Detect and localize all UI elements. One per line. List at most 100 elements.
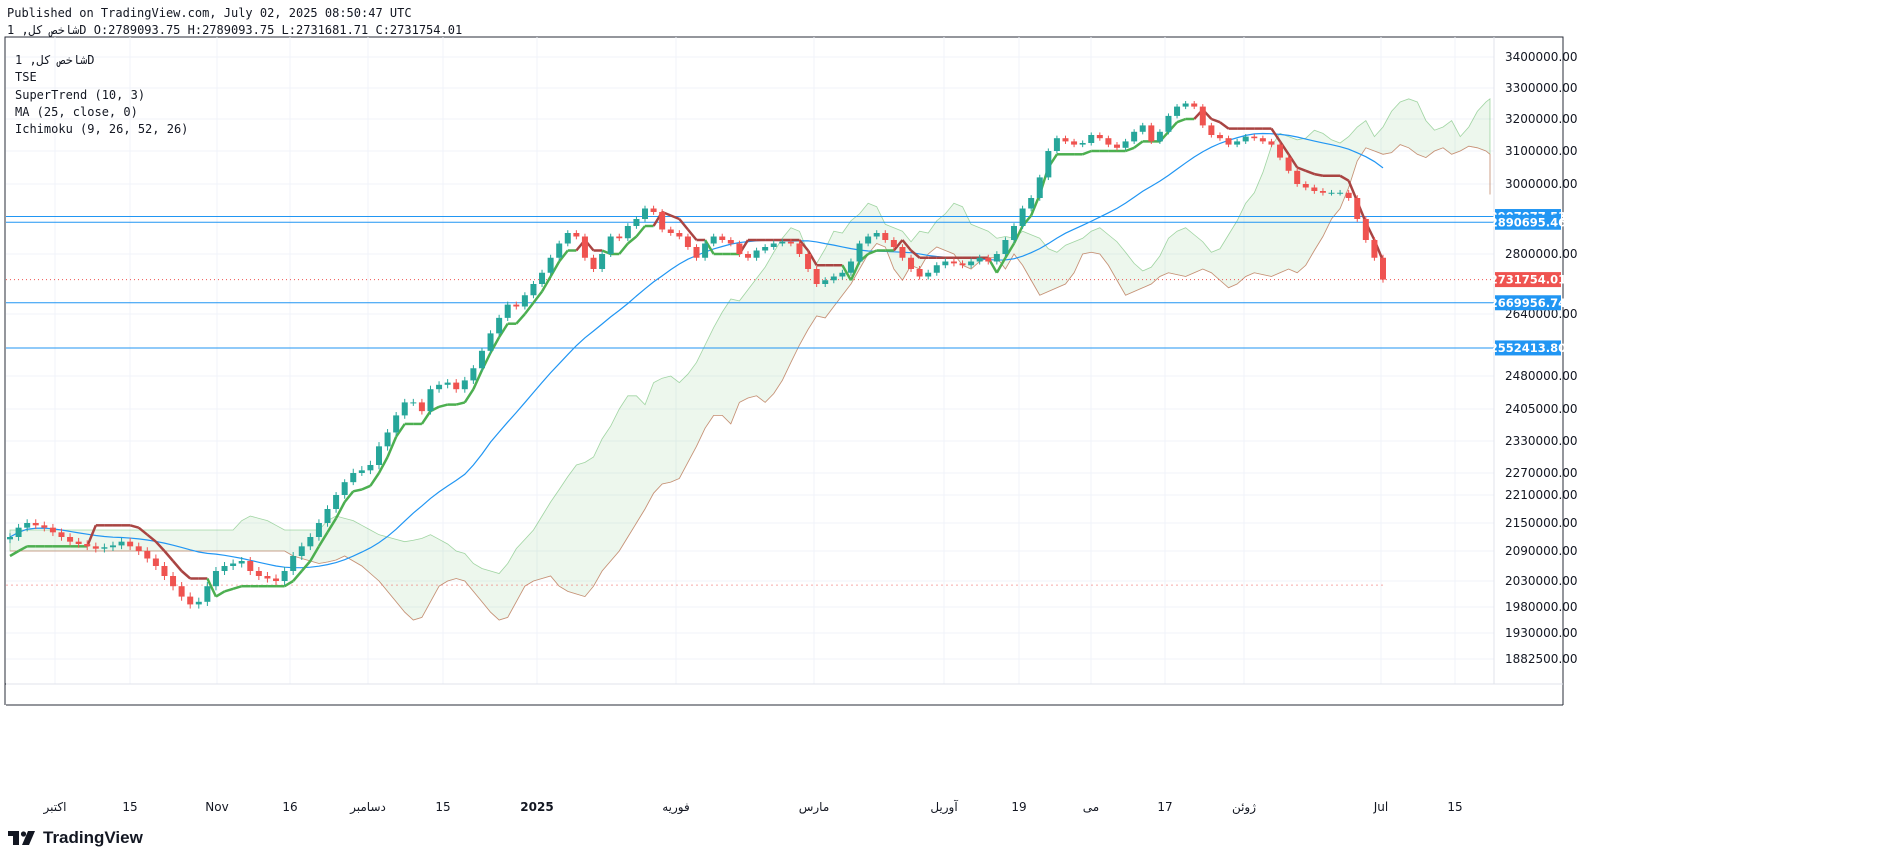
candle-body (925, 272, 932, 277)
candle-body (581, 236, 588, 258)
supertrend-segment (523, 301, 535, 315)
candle-body (1225, 138, 1232, 145)
supertrend-segment (1125, 146, 1135, 153)
x-tick-label: آوریل (930, 799, 958, 815)
candle-body (599, 254, 606, 269)
price-tag-label: 2552413.80 (1490, 341, 1566, 355)
x-tick-label: 15 (435, 800, 450, 814)
candle-body (1011, 226, 1018, 240)
x-tick-label: 15 (122, 800, 137, 814)
candle-body (521, 295, 528, 307)
candle-body (805, 254, 812, 269)
candle-body (650, 208, 657, 212)
supertrend-segment (334, 501, 346, 519)
supertrend-segment (215, 590, 226, 598)
candle-body (1191, 103, 1198, 107)
candle-body (942, 261, 949, 266)
candle-body (1182, 103, 1189, 107)
y-tick-label: 2640000.00 (1505, 307, 1578, 321)
candle-body (170, 576, 177, 587)
candle-body (702, 243, 709, 258)
candle-body (504, 304, 511, 318)
candle-body (384, 432, 391, 447)
candle-body (847, 261, 854, 273)
legend-ma[interactable]: MA (25, close, 0) (15, 104, 138, 119)
candle-body (564, 233, 571, 244)
candle-body (358, 470, 365, 473)
candle-body (15, 527, 22, 537)
candle-body (993, 254, 1000, 262)
candle-body (1277, 144, 1284, 158)
y-tick-label: 2090000.00 (1505, 544, 1578, 558)
candle-body (1234, 141, 1241, 145)
candle-body (298, 546, 305, 556)
candle-body (539, 272, 546, 284)
legend-ichimoku[interactable]: Ichimoku (9, 26, 52, 26) (15, 122, 189, 137)
candle-body (273, 578, 280, 581)
supertrend-segment (163, 550, 174, 562)
supertrend-segment (867, 249, 878, 256)
supertrend-segment (995, 257, 1007, 274)
candle-body (1302, 184, 1309, 188)
candle-body (92, 546, 99, 549)
price-tag-label: 2669956.74 (1490, 296, 1566, 310)
supertrend-segment (463, 388, 475, 404)
candle-body (959, 263, 966, 266)
supertrend-segment (1082, 149, 1092, 156)
candle-body (58, 532, 65, 537)
supertrend-segment (129, 524, 140, 529)
candle-body (109, 545, 116, 548)
candle-body (24, 523, 31, 528)
candle-body (762, 247, 769, 251)
x-tick-label: 16 (282, 800, 297, 814)
supertrend-segment (386, 436, 398, 458)
candle-body (67, 537, 74, 542)
legend-symbol[interactable]: شاخص کل, 1D (15, 53, 95, 67)
candle-body (916, 269, 923, 277)
tradingview-logo[interactable]: TradingView (8, 828, 143, 848)
legend-supertrend[interactable]: SuperTrend (10, 3) (15, 87, 146, 102)
supertrend-segment (1176, 117, 1187, 124)
x-tick-label: اکتبر (43, 800, 67, 815)
price-tag-bg (1495, 214, 1561, 230)
candle-body (1371, 240, 1378, 258)
supertrend-segment (317, 531, 329, 547)
x-tick-label: 2025 (520, 800, 553, 814)
supertrend-segment (1219, 121, 1230, 130)
candle-body (1148, 125, 1155, 142)
price-tag: 2552413.80 (1490, 340, 1566, 356)
candle-body (453, 382, 460, 390)
supertrend-segment (420, 410, 432, 425)
candle-body (933, 265, 940, 273)
candle-body (324, 509, 331, 523)
supertrend-segment (532, 290, 544, 304)
candle-body (1259, 138, 1266, 142)
candle-body (1131, 131, 1138, 142)
supertrend-segment (1287, 153, 1299, 169)
supertrend-segment (618, 242, 629, 255)
candle-body (590, 257, 597, 269)
supertrend-segment (806, 249, 818, 266)
candle-body (1319, 191, 1326, 193)
supertrend-segment (206, 577, 218, 598)
candle-body (1354, 198, 1361, 219)
candle-body (410, 402, 417, 404)
candle-body (950, 261, 957, 264)
supertrend-segment (798, 239, 810, 252)
supertrend-segment (1305, 169, 1315, 176)
candle-body (856, 243, 863, 262)
supertrend-segment (1296, 166, 1307, 172)
candle-body (736, 243, 743, 254)
x-tick-label: Nov (205, 800, 228, 814)
y-tick-label: 2030000.00 (1505, 574, 1578, 588)
candle-body (135, 546, 142, 551)
candle-body (727, 240, 734, 244)
y-tick-label: 2270000.00 (1505, 466, 1578, 480)
candle-body (719, 236, 726, 240)
candle-body (1251, 136, 1258, 139)
candle-body (290, 556, 297, 571)
candle-body (908, 257, 915, 269)
candle-body (427, 389, 434, 412)
candle-body (770, 243, 777, 247)
